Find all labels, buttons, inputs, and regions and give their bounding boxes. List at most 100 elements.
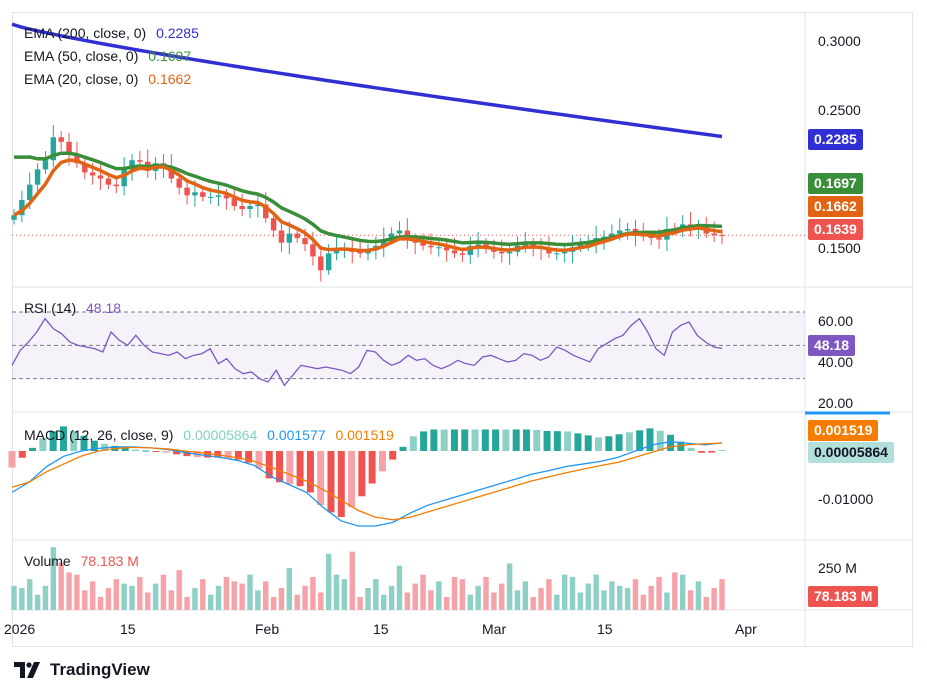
volume-bar (672, 572, 678, 610)
candle-body (522, 244, 529, 246)
candle-body (50, 137, 57, 161)
candle-body (82, 163, 88, 173)
candle-body (617, 230, 623, 234)
volume-bar (89, 581, 96, 610)
ema200-price-tag: 0.2285 (808, 129, 863, 150)
ema50-legend-value: 0.1697 (148, 48, 192, 64)
volume-bar (145, 592, 151, 610)
volume-bar (105, 588, 112, 610)
candle-body (396, 230, 403, 234)
macd-histogram-bar (39, 438, 47, 451)
macd-histogram-bar (368, 451, 376, 484)
volume-bar (192, 588, 198, 610)
volume-bar (200, 579, 206, 610)
candle-body (121, 169, 127, 187)
candle-body (27, 184, 33, 200)
volume-bar (113, 579, 119, 610)
candle-body (436, 247, 442, 249)
macd-histogram-bar (615, 434, 623, 451)
macd-histogram-bar (605, 436, 613, 451)
volume-bar (443, 596, 450, 610)
macd-histogram-bar (276, 451, 284, 483)
volume-bar (467, 594, 473, 610)
candle-body (11, 215, 17, 220)
volume-bar (176, 570, 182, 610)
volume-bar (601, 590, 607, 610)
volume-bar (412, 583, 418, 610)
volume-bar (687, 590, 694, 610)
ema200-legend-value: 0.2285 (156, 25, 199, 41)
macd-histogram-bar (687, 447, 695, 451)
ema200-line (11, 22, 723, 139)
candle-body (278, 230, 285, 243)
volume-bar (593, 574, 599, 610)
candle-body (270, 218, 277, 231)
volume-bar (514, 590, 521, 610)
macd-histogram-bar (708, 451, 716, 453)
candle-body (491, 248, 497, 252)
candle-body (451, 250, 458, 254)
candle-body (475, 244, 481, 246)
candle-body (239, 206, 245, 210)
volume-bar (318, 592, 324, 610)
candle-body (624, 228, 631, 231)
candle-body (74, 154, 80, 164)
volume-bar (428, 590, 434, 610)
volume-bar (66, 572, 72, 610)
rsi-tick: 20.00 (818, 395, 854, 411)
volume-bar (664, 592, 670, 610)
volume-bar (325, 553, 332, 610)
volume-bar (719, 579, 725, 610)
macd-histogram-bar (502, 429, 510, 451)
candle-body (42, 160, 49, 170)
macd-histogram-bar (29, 447, 37, 451)
candle-body (247, 206, 253, 210)
ema20-legend-value: 0.1662 (148, 71, 192, 87)
volume-value-tag: 78.183 M (808, 586, 879, 607)
macd-histogram-bar (173, 451, 181, 455)
candle-body (302, 238, 308, 245)
macd-histogram-bar (306, 451, 314, 493)
macd-histogram-bar (317, 451, 325, 506)
macd-histogram-bar (286, 451, 294, 485)
macd-legend-hist: 0.00005864 (183, 427, 258, 443)
macd-histogram-bar (646, 428, 654, 451)
candle-body (443, 247, 450, 251)
macd-histogram-bar (522, 429, 530, 451)
candle-body (467, 245, 473, 255)
volume-bar (255, 590, 261, 610)
candle-body (200, 192, 206, 197)
x-axis-label: Apr (735, 621, 757, 637)
candle-body (601, 236, 607, 239)
volume-bar (349, 551, 355, 610)
candle-body (34, 169, 41, 185)
candle-body (176, 178, 182, 188)
macd-histogram-bar (595, 437, 603, 451)
ema20-legend-label: EMA (20, close, 0) (24, 71, 139, 87)
chart-frame (12, 12, 913, 647)
volume-bar (695, 581, 702, 610)
volume-bar (617, 585, 623, 610)
macd-histogram-bar (553, 431, 561, 451)
candle-body (325, 253, 332, 271)
volume-bar (207, 594, 214, 610)
macd-histogram-bar (8, 451, 16, 468)
last-price-tag: 0.1639 (808, 219, 863, 240)
macd-histogram-bar (625, 432, 633, 451)
candle-body (231, 198, 237, 207)
volume-legend-value: 78.183 M (80, 553, 139, 569)
volume-bar (491, 592, 497, 610)
volume-bar (137, 576, 143, 610)
volume-bar (58, 562, 64, 610)
candle-body (113, 184, 119, 187)
volume-bar (420, 574, 426, 610)
volume-bar (184, 596, 190, 610)
volume-bar (42, 585, 49, 610)
tradingview-logo[interactable]: TradingView (14, 660, 150, 680)
candle-body (215, 195, 222, 197)
price-tick: 0.1500 (818, 240, 861, 256)
candle-body (105, 178, 112, 185)
volume-bar (561, 574, 568, 610)
volume-bar (577, 592, 584, 610)
x-axis-label: Mar (482, 621, 507, 637)
